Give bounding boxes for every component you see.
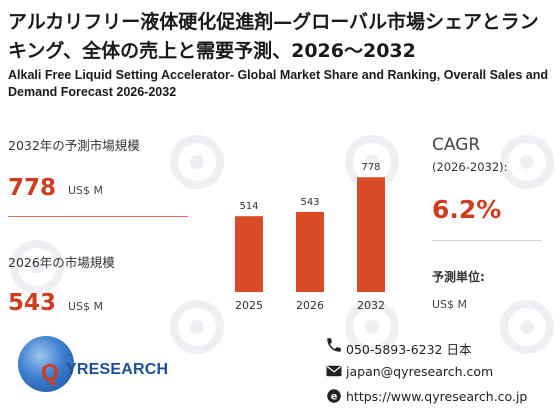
data-label-2032: 778: [361, 162, 380, 173]
qyresearch-globe-logo: [18, 336, 74, 392]
forecast-market-size-unit: US$ M: [68, 184, 104, 197]
cagr-period: (2026-2032):: [432, 160, 508, 174]
current-market-size-unit: US$ M: [68, 300, 104, 313]
website-icon: e: [327, 389, 341, 403]
contact-phone[interactable]: 050-5893-6232 日本: [346, 342, 472, 357]
forecast-market-size-value: 778: [8, 175, 57, 201]
watermark-logo: [345, 300, 399, 354]
data-label-2026: 543: [300, 197, 319, 208]
data-label-2025: 514: [239, 201, 258, 212]
watermark-logo: [10, 240, 64, 294]
forecast-market-size-label: 2032年の予測市場規模: [8, 138, 140, 153]
email-icon: [326, 365, 342, 377]
watermark-logo: [170, 300, 224, 354]
bar-2026: [296, 211, 324, 292]
page-title-japanese: アルカリフリー液体硬化促進剤—グローバル市場シェアとランキング、全体の売上と需要…: [8, 11, 539, 62]
x-tick-label-2032: 2032: [357, 299, 385, 312]
cagr-value: 6.2%: [432, 195, 502, 224]
current-market-size-label: 2026年の市場規模: [8, 255, 115, 270]
market-size-bar-chart: 514 2025 543 2026 778 2032: [235, 162, 385, 312]
cagr-title: CAGR: [432, 135, 481, 155]
divider: [432, 240, 542, 241]
page-title-english: Alkali Free Liquid Setting Accelerator- …: [8, 68, 548, 99]
watermark-logo: [500, 135, 554, 189]
logo-text: YRESEARCH: [66, 361, 169, 378]
bar-2025: [235, 216, 263, 292]
current-market-size-value: 543: [8, 290, 57, 316]
x-tick-label-2026: 2026: [296, 299, 324, 312]
svg-text:e: e: [331, 391, 338, 402]
x-tick-label-2025: 2025: [235, 299, 263, 312]
watermark-logo: [500, 300, 554, 354]
forecast-unit-value: US$ M: [432, 298, 468, 311]
bar-2032: [357, 177, 385, 292]
contact-website[interactable]: https://www.qyresearch.co.jp: [346, 389, 528, 404]
phone-icon: [327, 338, 341, 352]
watermark-logo: [170, 135, 224, 189]
logo-mark: Q: [41, 359, 59, 385]
divider: [8, 216, 188, 217]
contact-email[interactable]: japan@qyresearch.com: [346, 364, 494, 379]
forecast-unit-label: 予測単位:: [432, 270, 485, 284]
